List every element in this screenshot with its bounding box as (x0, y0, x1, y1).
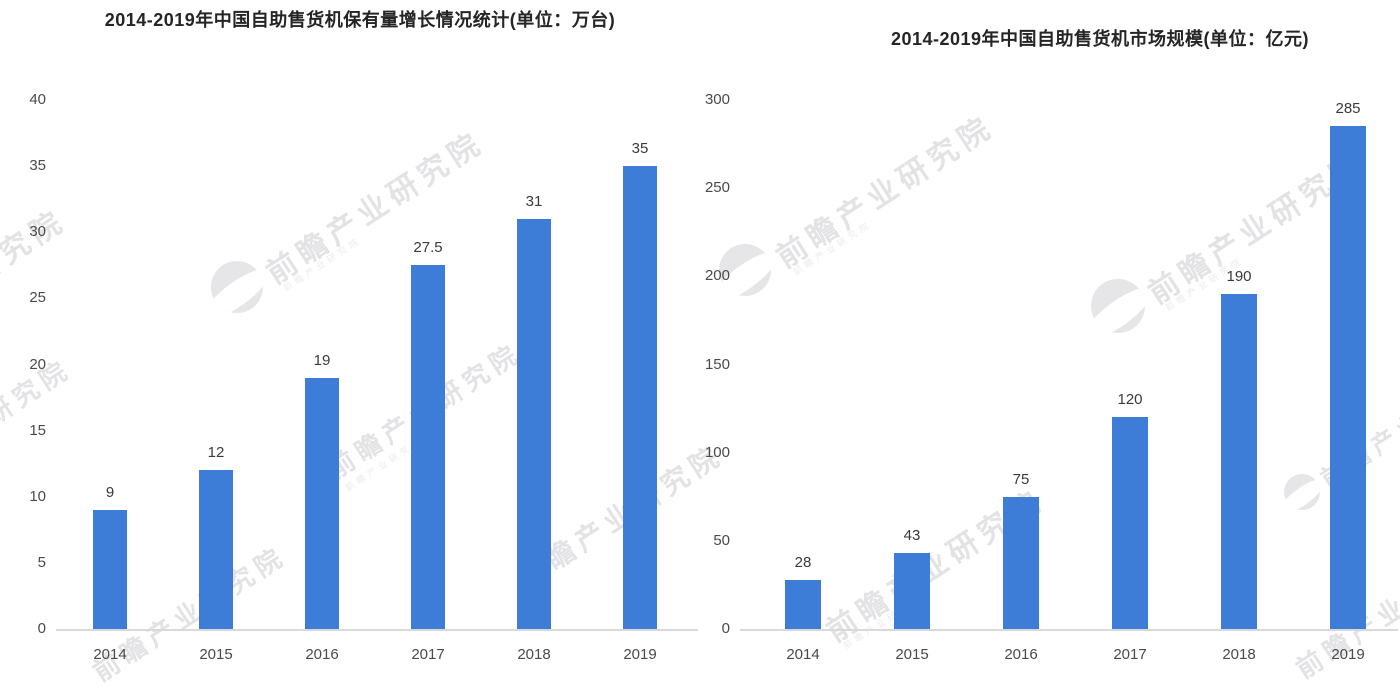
chart-title: 2014-2019年中国自助售货机保有量增长情况统计(单位：万台) (104, 10, 616, 30)
x-tick-label: 2016 (305, 646, 339, 663)
y-tick-label: 0 (721, 620, 730, 637)
chart-title: 2014-2019年中国自助售货机市场规模(单位：亿元) (890, 29, 1310, 49)
bar-2016 (1003, 496, 1039, 629)
bar-2014 (785, 579, 821, 629)
watermark-logo-icon (1091, 279, 1145, 333)
bar-value-label: 9 (105, 483, 115, 501)
x-tick-label: 2014 (786, 646, 820, 663)
y-tick-label: 50 (713, 531, 730, 549)
bar-value-label: 285 (1335, 100, 1361, 118)
x-tick-label: 2019 (1331, 646, 1365, 663)
bar-value-label: 75 (1012, 470, 1030, 488)
x-tick-label: 2014 (93, 646, 127, 663)
x-tick-label: 2015 (199, 646, 233, 663)
y-tick-label: 30 (29, 223, 46, 241)
y-tick-label: 200 (704, 267, 730, 285)
bar-value-label: 120 (1117, 391, 1143, 409)
bar-2014 (93, 509, 127, 629)
bar-value-label: 19 (313, 351, 331, 369)
bar-value-label: 190 (1226, 267, 1252, 285)
bar-2018 (1221, 293, 1257, 629)
x-tick-label: 2019 (623, 646, 657, 663)
watermark-logo-icon (719, 244, 771, 296)
bar-2019 (623, 166, 657, 629)
bar-2015 (199, 470, 233, 629)
bar-value-label: 27.5 (413, 239, 443, 257)
y-tick-label: 40 (29, 91, 46, 108)
bar-2016 (305, 377, 339, 629)
bar-value-label: 12 (207, 444, 225, 462)
bar-2017 (411, 265, 445, 629)
y-tick-label: 25 (29, 289, 46, 307)
bar-2015 (894, 553, 930, 629)
y-tick-label: 100 (704, 443, 730, 461)
x-tick-label: 2017 (1113, 646, 1147, 663)
x-axis-baseline (740, 629, 1398, 631)
x-tick-label: 2018 (517, 646, 551, 663)
bar-value-label: 43 (903, 527, 921, 545)
bar-value-label: 35 (631, 140, 649, 158)
x-tick-label: 2016 (1004, 646, 1038, 663)
y-tick-label: 0 (37, 620, 46, 637)
y-tick-label: 10 (29, 487, 46, 505)
y-tick-label: 250 (704, 179, 730, 197)
y-tick-label: 5 (37, 553, 46, 571)
y-tick-label: 35 (29, 157, 46, 175)
bar-2018 (517, 219, 551, 629)
x-tick-label: 2017 (411, 646, 445, 663)
y-tick-label: 20 (29, 355, 46, 373)
watermark-logo-icon (211, 261, 263, 313)
bar-value-label: 31 (525, 193, 543, 211)
x-tick-label: 2015 (895, 646, 929, 663)
y-tick-label: 300 (704, 91, 730, 108)
watermark-logo-icon (1284, 474, 1320, 510)
x-axis-baseline (56, 629, 698, 631)
bar-2017 (1112, 417, 1148, 629)
y-tick-label: 150 (704, 355, 730, 373)
y-tick-label: 15 (29, 421, 46, 439)
bar-2019 (1330, 126, 1366, 629)
x-tick-label: 2018 (1222, 646, 1256, 663)
bar-value-label: 28 (794, 553, 812, 571)
